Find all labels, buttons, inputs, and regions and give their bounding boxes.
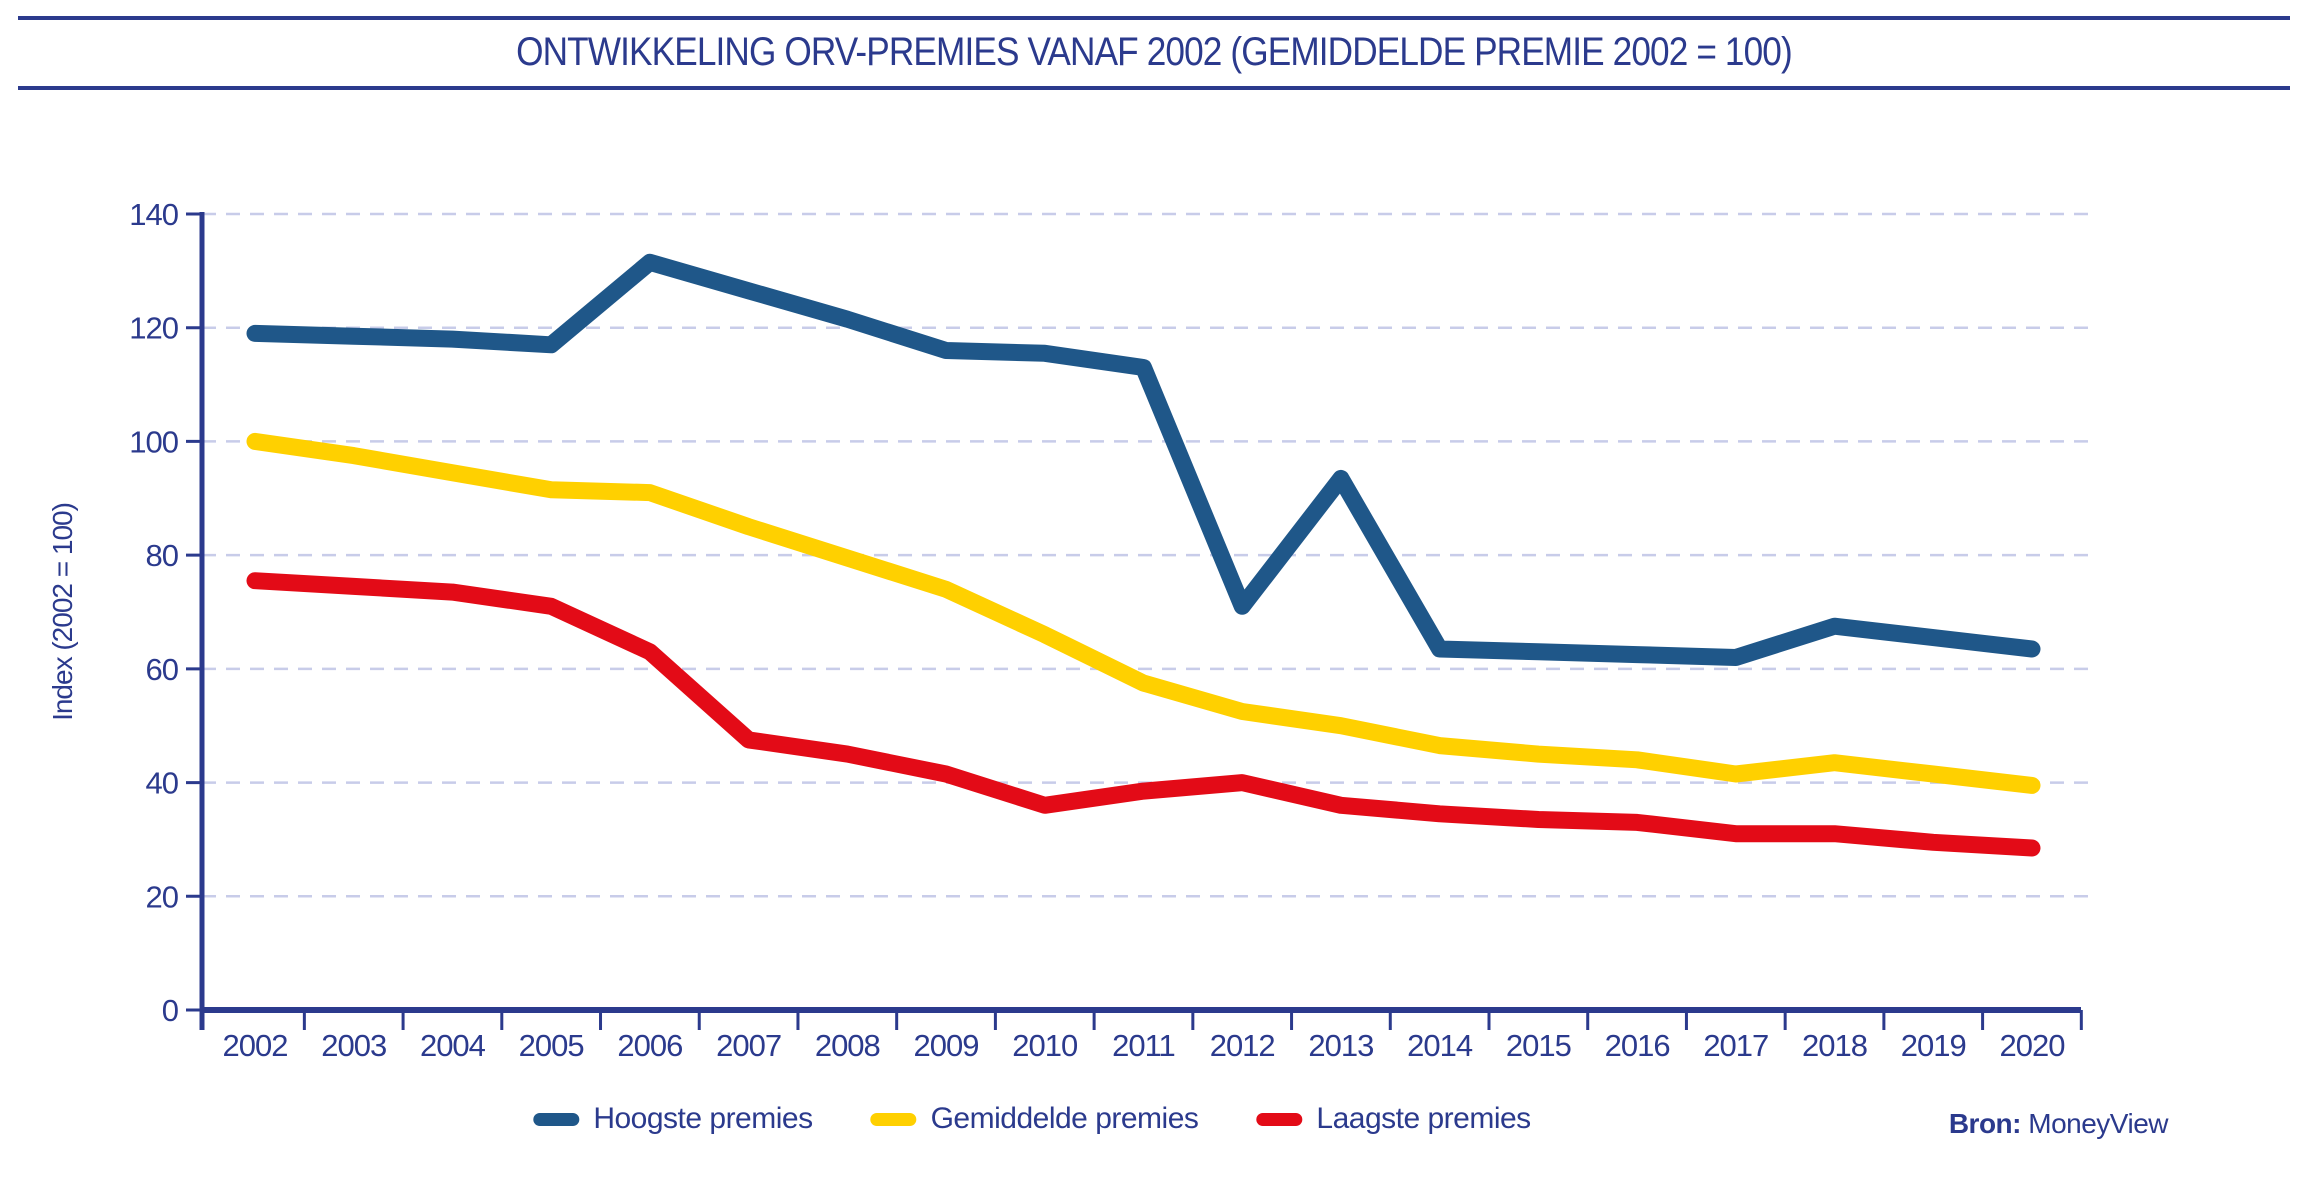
legend-swatch-laagste-premies [1256,1112,1303,1126]
x-tick-label-2017: 2017 [1703,1028,1768,1063]
x-tick-label-2011: 2011 [1112,1028,1175,1063]
source-value: MoneyView [2028,1108,2168,1139]
legend-label-hoogste-premies: Hoogste premies [593,1102,813,1135]
y-tick-label-100: 100 [129,424,178,459]
x-tick-label-2016: 2016 [1605,1028,1670,1063]
legend-label-laagste-premies: Laagste premies [1316,1102,1531,1135]
y-tick-label-0: 0 [162,993,179,1028]
series-line-hoogste-premies [246,253,2041,666]
x-tick-label-2012: 2012 [1210,1028,1275,1063]
x-tick-label-2009: 2009 [914,1028,979,1063]
legend-label-gemiddelde-premies: Gemiddelde premies [930,1102,1199,1135]
x-tick-label-2005: 2005 [519,1028,584,1063]
x-tick-label-2004: 2004 [420,1028,486,1063]
y-tick-label-40: 40 [146,766,179,801]
y-tick-label-80: 80 [146,538,179,573]
x-tick-label-2013: 2013 [1308,1028,1373,1063]
legend-swatch-gemiddelde-premies [870,1112,917,1126]
x-tick-label-2020: 2020 [1999,1028,2065,1063]
x-tick-label-2008: 2008 [815,1028,880,1063]
title-rule-top [18,16,2290,20]
y-tick-label-20: 20 [146,879,179,914]
series-line-gemiddelde-premies [246,432,2041,794]
y-tick-label-60: 60 [146,652,179,687]
x-tick-label-2018: 2018 [1802,1028,1867,1063]
x-tick-label-2002: 2002 [223,1028,288,1063]
x-tick-label-2006: 2006 [617,1028,682,1063]
x-tick-label-2010: 2010 [1012,1028,1078,1063]
legend-item-hoogste-premies: Hoogste premies [533,1102,813,1136]
series-line-laagste-premies [246,572,2041,857]
legend-swatch-hoogste-premies [533,1112,580,1126]
source-label: Bron: [1948,1108,2022,1139]
title-rule-bottom [18,86,2290,90]
x-tick-label-2007: 2007 [716,1028,781,1063]
legend: Hoogste premies Gemiddelde premies Laags… [533,1102,1531,1136]
source-credit: Bron: MoneyView [1948,1108,2169,1140]
y-tick-label-140: 140 [129,197,178,232]
gridlines-layer [202,212,2092,898]
tick-labels-layer: 0 20 40 60 80 100 120 140 2002 2003 2004 2005 2006 20… [129,197,2066,1063]
legend-item-laagste-premies: Laagste premies [1256,1102,1531,1136]
x-tick-label-2019: 2019 [1901,1028,1966,1063]
legend-item-gemiddelde-premies: Gemiddelde premies [870,1102,1199,1136]
x-tick-label-2014: 2014 [1407,1028,1473,1063]
series-layer [246,253,2041,857]
axes-layer [186,212,2083,1030]
x-tick-label-2015: 2015 [1506,1028,1571,1063]
y-axis-title: Index (2002 = 100) [47,503,78,721]
page-title: ONTWIKKELING ORV-PREMIES VANAF 2002 (GEM… [516,30,1793,74]
x-tick-label-2003: 2003 [321,1028,386,1063]
y-tick-label-120: 120 [129,311,178,346]
